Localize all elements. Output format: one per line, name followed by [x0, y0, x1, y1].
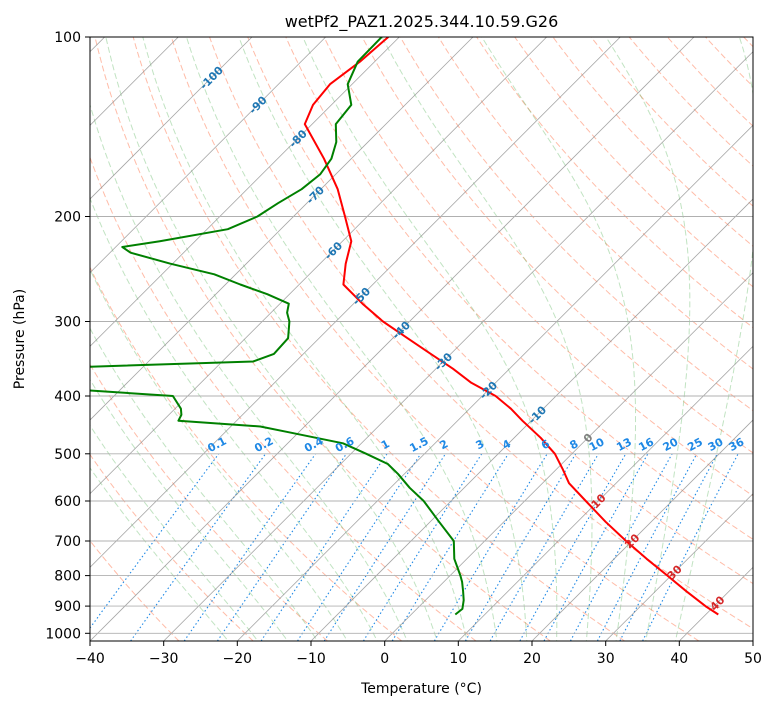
x-tick-label: 0 [380, 651, 389, 667]
x-tick-label: 10 [449, 651, 467, 667]
isotherm [384, 272, 753, 641]
chart-title: wetPf2_PAZ1.2025.344.10.59.G26 [285, 12, 559, 32]
moist-adiabat [90, 424, 259, 641]
moist-adiabat [605, 37, 691, 641]
isotherm [163, 51, 753, 641]
moist-adiabat [142, 37, 468, 641]
dry-adiabat [323, 37, 753, 497]
dry-adiabat [90, 363, 328, 641]
dry-adiabat [90, 453, 254, 641]
y-tick-label: 700 [54, 534, 81, 550]
dry-adiabat [399, 37, 753, 412]
isotherm [310, 198, 753, 641]
mixing-ratio-label: 36 [727, 435, 747, 454]
mixing-ratio-label: 25 [685, 435, 705, 454]
mixing-ratio-label: 30 [706, 435, 726, 454]
background-lines [90, 37, 753, 641]
temperature-line [303, 37, 719, 616]
mixing-ratio-label: 10 [587, 435, 607, 454]
isotherm [90, 37, 253, 200]
dry-adiabat [361, 37, 753, 454]
y-tick-label: 600 [54, 494, 81, 510]
mixing-ratio-label: 13 [614, 435, 634, 454]
y-axis-label: Pressure (hPa) [12, 289, 28, 389]
plot-frame [89, 36, 754, 642]
mixing-ratio-line [489, 453, 599, 641]
x-tick-label: −30 [149, 651, 179, 667]
mixing-ratio-line [183, 453, 316, 641]
mixing-ratio-line [216, 453, 347, 641]
dry-adiabat [552, 37, 753, 247]
dry-adiabat [90, 266, 403, 641]
moist-adiabat [238, 37, 528, 641]
moist-adiabat [186, 37, 498, 641]
mixing-ratio-line [260, 453, 388, 641]
isotherm [605, 493, 753, 641]
x-tick-label: −20 [223, 651, 253, 667]
dry-adiabat [437, 37, 753, 370]
isotherm [90, 37, 400, 347]
moist-adiabat [674, 37, 753, 641]
moist-adiabat [105, 37, 438, 641]
mixing-ratio-line [519, 453, 627, 641]
moist-adiabat [302, 37, 558, 641]
dry-adiabat [170, 37, 700, 641]
isotherm [237, 124, 753, 641]
mixing-ratio-label: 20 [661, 435, 681, 454]
dry-adiabat [590, 37, 753, 207]
dry-adiabat [94, 37, 551, 641]
isotherm [90, 37, 621, 568]
dry-adiabat [514, 37, 753, 288]
dry-adiabat [209, 37, 753, 630]
y-tick-label: 900 [54, 599, 81, 615]
isotherm [458, 345, 753, 641]
isotherm [90, 37, 474, 421]
sounding-profiles [90, 37, 719, 616]
moist-adiabat [381, 37, 593, 641]
mixing-ratio-line [297, 453, 422, 641]
plot-background [90, 37, 753, 641]
dry-adiabat [628, 37, 753, 167]
x-tick-label: 20 [523, 651, 541, 667]
y-tick-label: 300 [54, 315, 81, 331]
x-tick-label: −10 [296, 651, 326, 667]
axis-ticks: −40 −30 −20 −10 0 10 20 30 40 50 1000 900 800 700 600 5… [45, 30, 762, 667]
x-tick-label: −40 [75, 651, 105, 667]
dry-adiabat [476, 37, 753, 329]
x-tick-label: 50 [744, 651, 762, 667]
isotherm [531, 419, 753, 641]
y-tick-label: 100 [54, 30, 81, 46]
isotherm [90, 37, 695, 641]
moist-adiabat [90, 196, 378, 641]
y-tick-label: 400 [54, 389, 81, 405]
moist-adiabat [90, 268, 348, 641]
mixing-ratio-label: 16 [636, 435, 656, 454]
y-tick-label: 200 [54, 210, 81, 226]
isotherm [90, 37, 326, 274]
x-tick-label: 40 [670, 651, 688, 667]
dewpoint-line [90, 37, 465, 616]
moist-adiabat [90, 467, 229, 641]
moist-adiabat [90, 378, 289, 641]
mixing-ratio-line [433, 453, 548, 641]
mixing-ratio-line [569, 453, 673, 641]
y-tick-label: 800 [54, 569, 81, 585]
mixing-ratio-line [130, 453, 267, 641]
y-tick-label: 1000 [45, 626, 81, 642]
moist-adiabat [90, 103, 408, 641]
x-axis-label: Temperature (°C) [360, 681, 482, 697]
y-tick-label: 500 [54, 447, 81, 463]
dry-adiabat [90, 156, 477, 641]
x-tick-label: 30 [597, 651, 615, 667]
dry-adiabat [285, 37, 753, 540]
mixing-ratio-line [90, 453, 220, 629]
isotherm [90, 37, 547, 495]
mixing-ratio-line [464, 453, 577, 641]
grid-lines [90, 37, 753, 641]
moist-adiabat [481, 37, 636, 641]
